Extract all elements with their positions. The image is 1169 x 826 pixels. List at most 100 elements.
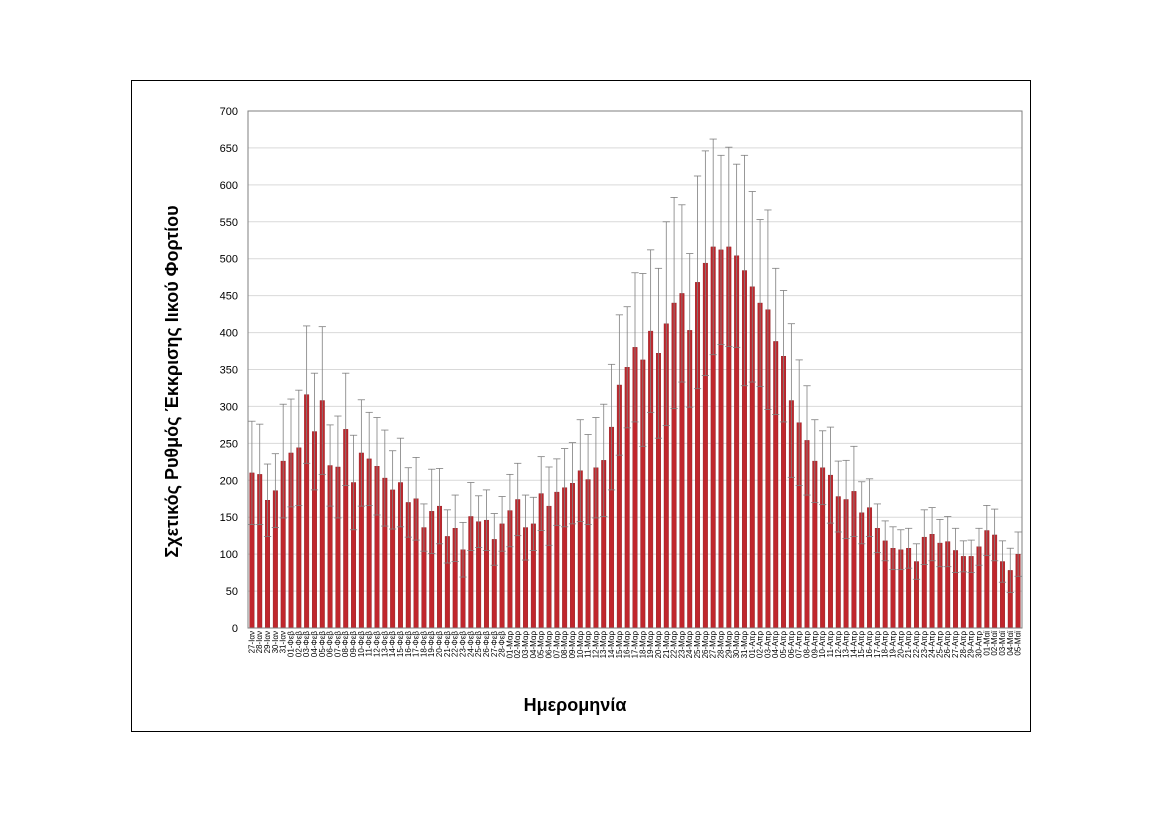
x-tick-label: 30-Απρ [975,631,984,658]
x-tick-label: 26-Μαρ [701,631,710,659]
error-bar [936,519,944,568]
x-tick-label: 13-Απρ [842,631,851,658]
x-tick-label: 03-Μαρ [521,631,530,659]
x-tick-label: 15-Μαρ [615,631,624,659]
x-tick-label: 09-Φεβ [349,631,358,658]
x-tick-label: 13-Φεβ [380,631,389,658]
x-tick-label: 19-Φεβ [427,631,436,658]
x-tick-label: 06-Απρ [787,631,796,658]
y-tick-label: 500 [220,254,238,266]
error-bar [256,423,264,526]
error-bar [944,516,952,568]
error-bar [435,468,444,545]
x-tick-label: 02-Μαϊ [990,631,999,656]
x-tick-label: 15-Απρ [857,631,866,658]
x-tick-label: 22-Φεβ [451,631,460,658]
error-bar [811,419,819,503]
x-tick-label: 28-Φεβ [498,631,507,658]
error-bar [889,526,897,571]
x-tick-label: 05-Μαρ [537,631,546,659]
x-tick-label: 01-Φεβ [287,631,296,658]
error-bar [975,527,983,566]
error-bar [310,372,319,491]
error-bar [787,323,795,478]
error-bar [772,267,780,415]
x-tick-label: 03-Φεβ [302,631,311,658]
x-tick-label: 24-Απρ [928,631,937,658]
x-tick-label: 31-Μαρ [740,631,749,659]
error-bar [506,473,514,548]
error-bar [381,429,389,527]
error-bar [834,460,842,533]
error-bar [451,494,459,562]
plot-border [247,110,1023,629]
x-tick-label: 21-Μαρ [662,631,671,659]
error-bar [826,426,835,524]
x-tick-label: 09-Μαρ [568,631,577,659]
error-bar [404,467,412,538]
x-tick-label: 02-Απρ [756,631,765,658]
error-bar [263,463,272,537]
error-bar [420,503,428,552]
x-tick-label: 28-Μαρ [717,631,726,659]
x-tick-label: 16-Μαρ [623,631,632,659]
x-tick-label: 04-Μαρ [529,631,538,659]
x-tick-label: 18-Απρ [881,631,890,658]
x-tick-label: 08-Φεβ [341,631,350,658]
error-bar [983,504,991,557]
bar-chart: 0 50 100 150 200 250 300 350 400 450 500 550 600 650 7… [162,106,1023,715]
error-bar [1006,547,1014,593]
error-bar [756,219,764,387]
error-bar [928,507,936,562]
x-tick-label: 15-Φεβ [396,631,405,658]
error-bar [709,138,717,356]
x-tick-label: 19-Μαρ [646,631,655,659]
error-bar [631,272,639,423]
error-bar [592,417,600,519]
x-tick-label: 08-Μαρ [560,631,569,659]
error-bar [529,496,537,551]
error-bar [365,411,373,506]
error-bar [537,456,545,531]
x-tick-label: 01-Απρ [748,631,757,658]
error-bar [607,363,616,491]
error-bar [639,273,647,447]
error-bar [865,478,874,537]
error-bar [623,306,631,429]
x-tick-label: 06-Μαρ [545,631,554,659]
error-bar [850,445,858,537]
x-tick-label: 25-Φεβ [474,631,483,658]
y-tick-label: 200 [220,475,238,487]
x-tick-label: 22-Μαρ [670,631,679,659]
x-tick-label: 16-Φεβ [404,631,413,658]
x-tick-label: 04-Απρ [771,631,780,658]
x-tick-label: 27-Μαρ [709,631,718,659]
y-tick-label: 100 [220,549,238,561]
x-axis-ticks: 27-Ιαν28-Ιαν29-Ιαν30-Ιαν31-Ιαν01-Φεβ02-Φ… [247,631,1022,659]
x-tick-label: 22-Απρ [912,631,921,658]
error-bar [279,403,287,519]
error-bar [326,424,334,507]
x-tick-label: 19-Απρ [889,631,898,658]
x-tick-label: 14-Απρ [849,631,858,658]
error-bar [342,372,350,486]
error-bar [654,267,663,439]
error-bar [701,150,709,376]
x-tick-label: 27-Ιαν [247,631,256,653]
y-tick-label: 0 [232,623,238,635]
error-bar [795,359,803,486]
error-bar [748,191,756,383]
y-tick-label: 600 [220,180,238,192]
error-bar [295,389,303,506]
y-tick-label: 300 [220,401,238,413]
x-tick-label: 23-Μαρ [677,631,686,659]
error-bar [897,529,905,571]
x-tick-label: 26-Απρ [943,631,952,658]
error-bar [662,221,670,427]
x-tick-label: 09-Απρ [810,631,819,658]
x-tick-label: 01-Μαϊ [982,631,991,656]
error-bar [428,468,436,554]
x-tick-label: 27-Φεβ [490,631,499,658]
x-tick-label: 29-Μαρ [724,631,733,659]
error-bar [951,527,960,574]
